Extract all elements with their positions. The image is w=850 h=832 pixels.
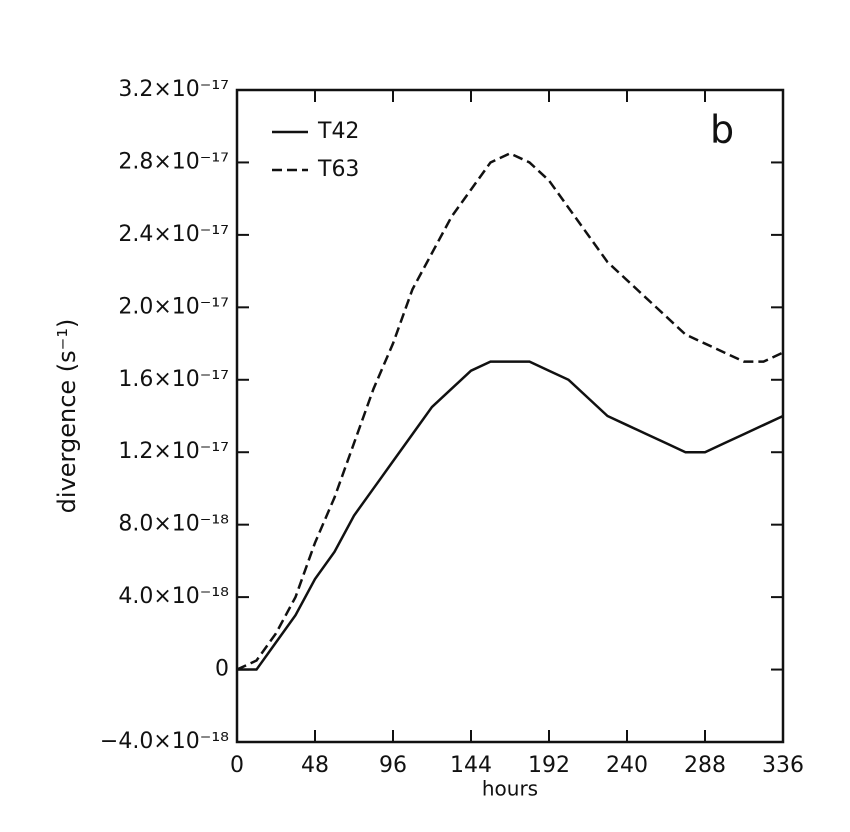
x-tick-label: 192 <box>528 753 570 778</box>
y-tick-label: 0 <box>215 657 229 682</box>
legend-label: T42 <box>317 119 359 144</box>
x-tick-label: 96 <box>379 753 407 778</box>
x-tick-label: 0 <box>230 753 244 778</box>
x-axis-label: hours <box>482 777 538 801</box>
y-tick-label: 1.6×10⁻¹⁷ <box>118 367 229 392</box>
x-tick-label: 240 <box>606 753 648 778</box>
y-tick-label: 1.2×10⁻¹⁷ <box>118 439 229 464</box>
plot-frame <box>235 88 785 744</box>
y-tick-label: 2.8×10⁻¹⁷ <box>118 149 229 174</box>
annotation: b <box>710 108 734 152</box>
y-axis-label: divergence (s⁻¹) <box>53 319 81 514</box>
y-tick-label: 8.0×10⁻¹⁸ <box>118 512 229 537</box>
y-tick-label: 3.2×10⁻¹⁷ <box>118 77 229 102</box>
y-tick-label: 2.0×10⁻¹⁷ <box>118 294 229 319</box>
legend-label: T63 <box>317 157 359 182</box>
x-tick-label: 336 <box>762 753 804 778</box>
x-tick-label: 288 <box>684 753 726 778</box>
line-series <box>236 152 784 671</box>
x-tick-label: 144 <box>450 753 492 778</box>
y-tick-label: 2.4×10⁻¹⁷ <box>118 222 229 247</box>
y-tick-label: 4.0×10⁻¹⁸ <box>118 584 229 609</box>
line-series <box>237 360 784 671</box>
y-tick-label: −4.0×10⁻¹⁸ <box>100 729 229 754</box>
x-tick-label: 48 <box>301 753 329 778</box>
